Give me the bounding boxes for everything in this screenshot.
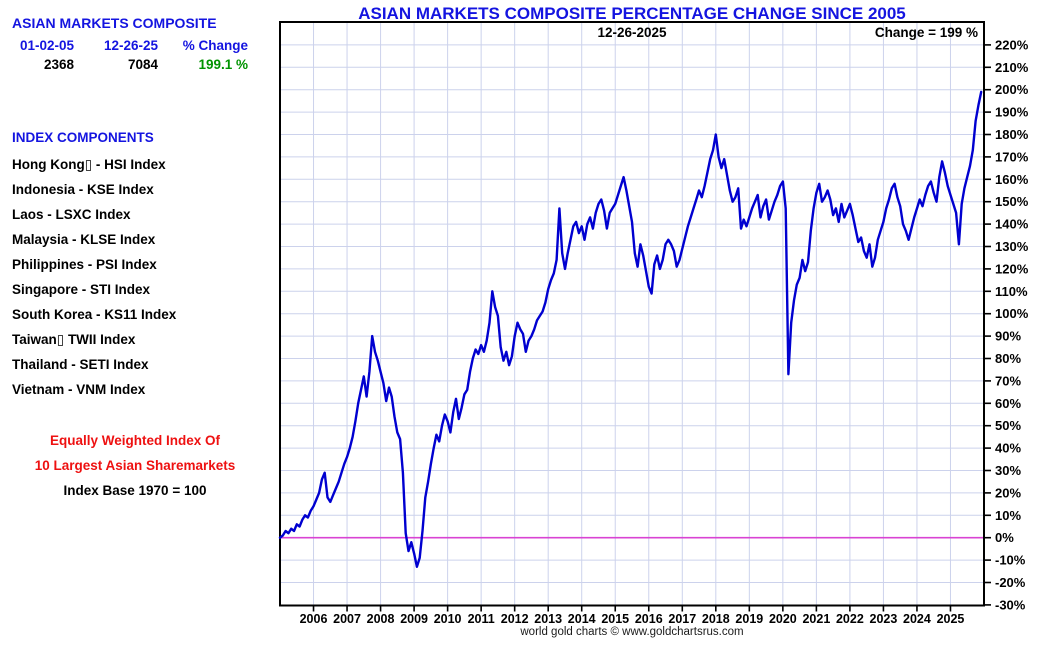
composite-price-line xyxy=(278,90,983,568)
start-date-label: 01-02-05 xyxy=(19,38,74,53)
end-value: 7084 xyxy=(127,57,158,72)
component-laos: Laos - LSXC Index xyxy=(12,207,131,222)
latest-date-annotation: 12-26-2025 xyxy=(597,25,667,40)
x-year-label: 2008 xyxy=(367,612,395,626)
methodology-note: Equally Weighted Index Of 10 Largest Asi… xyxy=(4,428,266,503)
component-thailand: Thailand - SETI Index xyxy=(12,357,149,372)
components-list: Hong Kong▯ - HSI Index Indonesia - KSE I… xyxy=(12,152,176,402)
component-singapore: Singapore - STI Index xyxy=(12,282,151,297)
total-change-annotation: Change = 199 % xyxy=(874,25,978,40)
x-year-label: 2021 xyxy=(802,612,830,626)
x-year-label: 2025 xyxy=(937,612,965,626)
y-tick-label: 140% xyxy=(995,217,1029,232)
x-year-label: 2017 xyxy=(668,612,696,626)
y-tick-label: 110% xyxy=(995,284,1028,299)
x-year-label: 2016 xyxy=(635,612,663,626)
y-tick-label: 120% xyxy=(995,261,1029,276)
x-year-label: 2018 xyxy=(702,612,730,626)
end-date-label: 12-26-25 xyxy=(103,38,158,53)
plot-border xyxy=(279,21,985,607)
x-year-label: 2019 xyxy=(735,612,763,626)
x-year-label: 2015 xyxy=(601,612,629,626)
x-year-label: 2013 xyxy=(534,612,562,626)
y-tick-label: 30% xyxy=(995,463,1021,478)
copyright-credit: world gold charts © www.goldchartsrus.co… xyxy=(520,626,744,638)
x-year-label: 2007 xyxy=(333,612,361,626)
component-vietnam: Vietnam - VNM Index xyxy=(12,382,146,397)
y-tick-label: 160% xyxy=(995,172,1029,187)
component-philippines: Philippines - PSI Index xyxy=(12,257,157,272)
y-tick-label: 90% xyxy=(995,329,1021,344)
y-tick-label: 220% xyxy=(995,37,1029,52)
y-tick-label: 0% xyxy=(995,530,1014,545)
start-value: 2368 xyxy=(43,57,74,72)
y-tick-label: 40% xyxy=(995,441,1021,456)
sidebar: ASIAN MARKETS COMPOSITE 01-02-05 12-26-2… xyxy=(0,0,275,650)
y-tick-label: 80% xyxy=(995,351,1021,366)
y-tick-label: -20% xyxy=(995,575,1026,590)
x-year-label: 2014 xyxy=(568,612,596,626)
component-taiwan: Taiwan▯ TWII Index xyxy=(12,332,136,347)
x-year-label: 2006 xyxy=(300,612,328,626)
component-malaysia: Malaysia - KLSE Index xyxy=(12,232,156,247)
y-tick-label: 20% xyxy=(995,485,1021,500)
component-southkorea: South Korea - KS11 Index xyxy=(12,307,177,322)
pct-change-label: % Change xyxy=(182,38,248,53)
pct-change-value: 199.1 % xyxy=(198,57,248,72)
x-year-label: 2024 xyxy=(903,612,931,626)
component-hongkong: Hong Kong▯ - HSI Index xyxy=(12,157,166,172)
y-tick-label: 50% xyxy=(995,418,1021,433)
x-year-label: 2022 xyxy=(836,612,864,626)
y-tick-label: 170% xyxy=(995,149,1029,164)
x-year-label: 2011 xyxy=(468,612,495,626)
chart-title: ASIAN MARKETS COMPOSITE PERCENTAGE CHANG… xyxy=(358,4,906,23)
y-tick-label: 210% xyxy=(995,60,1029,75)
y-tick-label: 190% xyxy=(995,105,1029,120)
y-tick-label: 200% xyxy=(995,82,1029,97)
components-heading: INDEX COMPONENTS xyxy=(12,130,154,145)
y-tick-label: -10% xyxy=(995,553,1026,568)
y-tick-label: 10% xyxy=(995,508,1021,523)
x-year-label: 2020 xyxy=(769,612,797,626)
sidebar-heading: ASIAN MARKETS COMPOSITE xyxy=(12,15,217,31)
component-indonesia: Indonesia - KSE Index xyxy=(12,182,154,197)
x-year-label: 2010 xyxy=(434,612,462,626)
y-tick-label: 100% xyxy=(995,306,1029,321)
y-tick-label: 70% xyxy=(995,373,1021,388)
y-tick-label: 130% xyxy=(995,239,1029,254)
note-line-2: 10 Largest Asian Sharemarkets xyxy=(34,458,236,473)
x-year-label: 2012 xyxy=(501,612,529,626)
y-tick-label: -30% xyxy=(995,597,1026,612)
y-tick-label: 180% xyxy=(995,127,1029,142)
note-line-3: Index Base 1970 = 100 xyxy=(63,483,207,498)
x-year-label: 2009 xyxy=(400,612,428,626)
y-tick-label: 150% xyxy=(995,194,1029,209)
index-values-row: 2368 7084 199.1 % xyxy=(10,57,250,72)
date-columns-row: 01-02-05 12-26-25 % Change xyxy=(10,38,250,53)
note-line-1: Equally Weighted Index Of xyxy=(49,433,221,448)
y-tick-label: 60% xyxy=(995,396,1021,411)
x-year-label: 2023 xyxy=(870,612,898,626)
